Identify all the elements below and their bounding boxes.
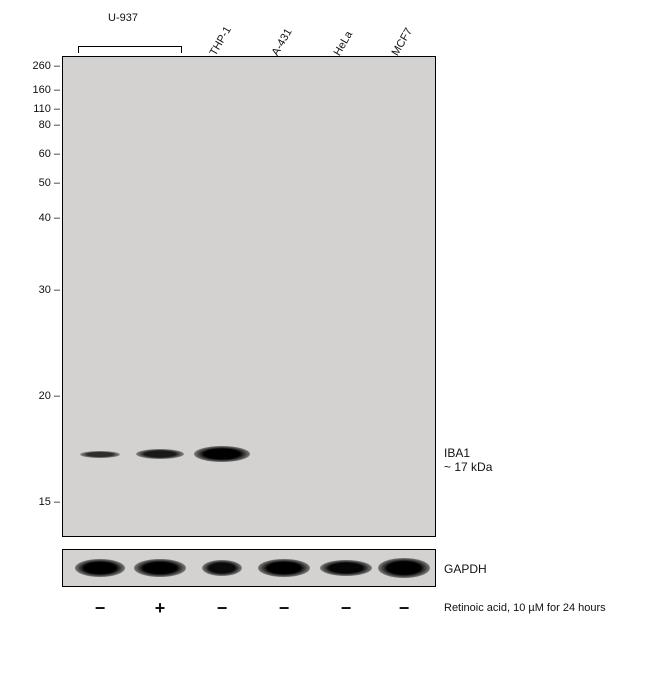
mw-label-60: 60 – [16, 148, 60, 160]
main-blot-panel [62, 56, 436, 537]
mw-label-20: 20 – [16, 390, 60, 402]
treatment-symbol-mcf7: − [394, 598, 414, 619]
iba1-label: IBA1 ~ 17 kDa [444, 446, 492, 474]
u937-bracket-label: U-937 [108, 12, 138, 24]
gapdh-band-u937_plus [134, 559, 186, 577]
mw-label-50: 50 – [16, 177, 60, 189]
gapdh-band-u937_minus [75, 559, 125, 577]
gapdh-band-thp1 [202, 560, 242, 576]
iba1-band-u937_plus [136, 449, 184, 459]
mw-label-30: 30 – [16, 284, 60, 296]
iba1-mw-text: ~ 17 kDa [444, 460, 492, 474]
mw-label-160: 160 – [16, 84, 60, 96]
mw-label-110: 110 – [16, 103, 60, 115]
gapdh-label: GAPDH [444, 562, 487, 576]
gapdh-band-hela [320, 560, 372, 576]
treatment-text: Retinoic acid, 10 µM for 24 hours [444, 602, 606, 614]
lane-label-a431: A-431 [270, 27, 295, 58]
treatment-symbol-u937_plus: + [150, 598, 170, 619]
lane-label-thp1: THP-1 [208, 24, 234, 58]
iba1-band-u937_minus [80, 451, 120, 458]
treatment-symbol-a431: − [274, 598, 294, 619]
lane-label-mcf7: MCF7 [390, 26, 415, 58]
treatment-symbol-u937_minus: − [90, 598, 110, 619]
iba1-band-thp1 [194, 446, 250, 462]
lane-label-hela: HeLa [332, 29, 356, 58]
mw-label-40: 40 – [16, 212, 60, 224]
gapdh-band-mcf7 [378, 558, 430, 578]
u937-bracket [78, 46, 182, 47]
mw-label-260: 260 – [16, 60, 60, 72]
mw-label-15: 15 – [16, 496, 60, 508]
treatment-symbol-hela: − [336, 598, 356, 619]
iba1-protein-name: IBA1 [444, 446, 470, 460]
treatment-symbol-thp1: − [212, 598, 232, 619]
mw-label-80: 80 – [16, 119, 60, 131]
gapdh-band-a431 [258, 559, 310, 577]
